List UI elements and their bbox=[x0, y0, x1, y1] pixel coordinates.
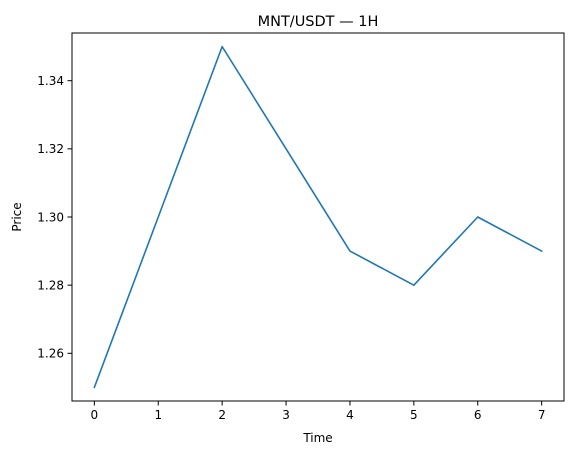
x-tick-label: 6 bbox=[474, 408, 482, 422]
x-tick-label: 4 bbox=[346, 408, 354, 422]
chart-title: MNT/USDT — 1H bbox=[258, 14, 379, 30]
y-tick-label: 1.34 bbox=[37, 74, 64, 88]
y-tick-label: 1.32 bbox=[37, 142, 64, 156]
plot-area bbox=[93, 45, 543, 389]
x-axis: 0 1 2 3 4 5 6 7 bbox=[91, 401, 546, 422]
y-axis: 1.26 1.28 1.30 1.32 1.34 bbox=[37, 74, 72, 361]
x-tick-label: 7 bbox=[538, 408, 546, 422]
y-axis-label: Price bbox=[10, 202, 24, 231]
x-tick-label: 0 bbox=[91, 408, 99, 422]
x-axis-label: Time bbox=[302, 431, 332, 445]
x-tick-label: 1 bbox=[154, 408, 162, 422]
x-tick-label: 2 bbox=[218, 408, 226, 422]
y-tick-label: 1.26 bbox=[37, 347, 64, 361]
x-tick-label: 3 bbox=[282, 408, 290, 422]
plot-frame bbox=[71, 32, 565, 402]
y-tick-label: 1.30 bbox=[37, 210, 64, 224]
x-tick-label: 5 bbox=[410, 408, 418, 422]
price-series-line bbox=[93, 45, 543, 389]
y-tick-label: 1.28 bbox=[37, 278, 64, 292]
